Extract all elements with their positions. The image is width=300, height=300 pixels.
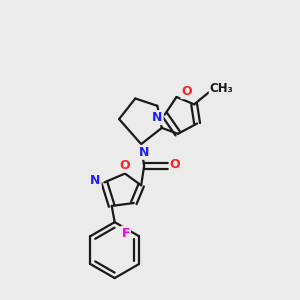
Text: N: N — [152, 111, 163, 124]
Text: F: F — [122, 227, 130, 240]
Text: O: O — [170, 158, 180, 171]
Text: CH₃: CH₃ — [210, 82, 233, 95]
Text: N: N — [139, 146, 149, 159]
Text: N: N — [90, 174, 101, 188]
Text: O: O — [182, 85, 192, 98]
Text: O: O — [119, 159, 130, 172]
